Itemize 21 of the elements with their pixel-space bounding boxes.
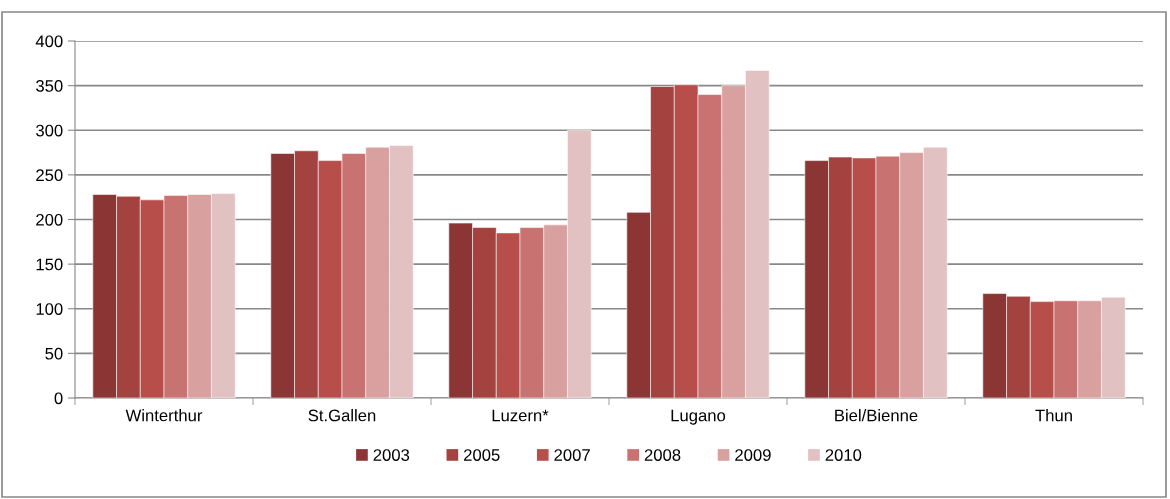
x-tick-label: Biel/Bienne bbox=[835, 409, 918, 422]
legend-label: 2010 bbox=[825, 449, 862, 461]
y-tick-label: 0 bbox=[54, 392, 63, 405]
legend-label: 2009 bbox=[735, 449, 771, 461]
x-tick-label: Luzern* bbox=[492, 409, 549, 422]
legend-label: 2008 bbox=[644, 449, 681, 461]
y-tick-label: 200 bbox=[36, 213, 63, 226]
y-tick-label: 300 bbox=[36, 124, 63, 137]
y-tick-label: 250 bbox=[36, 169, 63, 182]
x-tick-label: Winterthur bbox=[125, 409, 203, 422]
x-tick-label: Lugano bbox=[671, 409, 726, 425]
legend-label: 2003 bbox=[373, 449, 410, 461]
legend-label: 2005 bbox=[464, 449, 500, 461]
y-tick-label: 50 bbox=[45, 347, 63, 360]
x-tick-label: Thun bbox=[1035, 409, 1072, 422]
legend-label: 2007 bbox=[554, 449, 590, 461]
y-tick-label: 350 bbox=[36, 80, 63, 92]
x-tick-label: St.Gallen bbox=[308, 409, 376, 422]
y-tick-label: 150 bbox=[36, 258, 63, 271]
y-tick-label: 100 bbox=[36, 303, 63, 315]
y-tick-label: 400 bbox=[35, 35, 63, 48]
